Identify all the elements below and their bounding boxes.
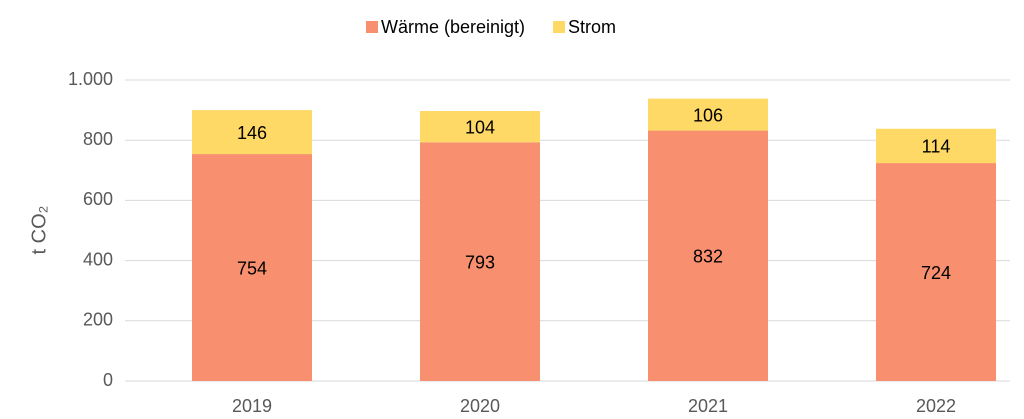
data-label: 793 xyxy=(465,252,495,272)
bar-segment xyxy=(876,163,996,381)
y-tick-label: 0 xyxy=(103,370,113,390)
bar-segment xyxy=(420,111,540,143)
bar-segment xyxy=(420,142,540,381)
x-tick-label: 2022 xyxy=(916,396,956,416)
data-label: 114 xyxy=(922,137,951,157)
legend-label: Wärme (bereinigt) xyxy=(381,17,525,37)
y-tick-label: 200 xyxy=(83,310,113,330)
y-tick-label: 1.000 xyxy=(68,69,113,89)
bar-segment xyxy=(648,130,768,381)
x-tick-label: 2020 xyxy=(460,396,500,416)
data-label: 832 xyxy=(693,247,723,267)
legend-label: Strom xyxy=(568,17,616,37)
x-tick-label: 2019 xyxy=(232,396,272,416)
y-tick-label: 600 xyxy=(83,189,113,209)
legend-swatch xyxy=(366,21,378,33)
legend-swatch xyxy=(553,21,566,33)
data-label: 754 xyxy=(237,258,267,278)
data-label: 106 xyxy=(693,105,723,125)
bar-segment xyxy=(648,98,768,131)
bar-segment xyxy=(192,154,312,381)
y-axis-label: t CO₂ xyxy=(28,206,50,255)
data-label: 724 xyxy=(921,263,951,283)
y-tick-label: 400 xyxy=(83,249,113,269)
data-label: 146 xyxy=(237,123,267,143)
bar-segment xyxy=(192,110,312,155)
y-tick-label: 800 xyxy=(83,129,113,149)
x-tick-label: 2021 xyxy=(688,396,728,416)
bar-segment xyxy=(876,128,996,164)
data-label: 104 xyxy=(465,117,495,137)
